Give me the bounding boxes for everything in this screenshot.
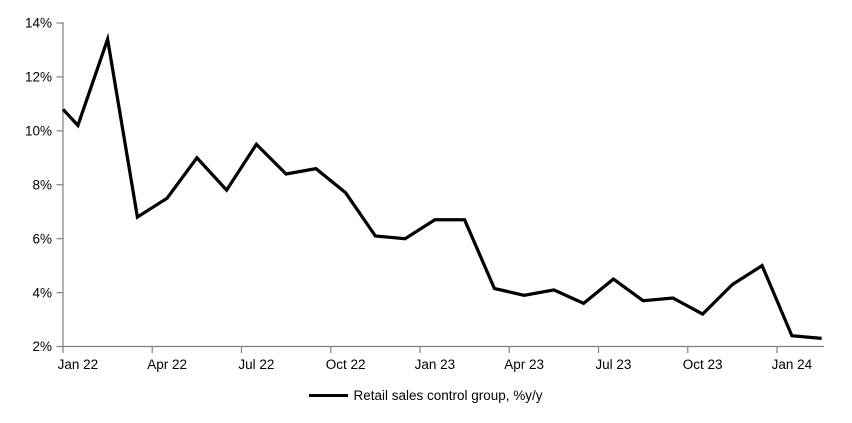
x-tick-label: Jul 22 bbox=[238, 357, 274, 372]
y-tick-label: 12% bbox=[25, 70, 52, 85]
y-tick-label: 14% bbox=[25, 16, 52, 31]
y-tick-label: 4% bbox=[32, 285, 52, 300]
x-tick-label: Jul 23 bbox=[595, 357, 631, 372]
x-tick-label: Jan 22 bbox=[58, 357, 99, 372]
x-tick-label: Apr 22 bbox=[147, 357, 187, 372]
x-tick-label: Apr 23 bbox=[504, 357, 544, 372]
x-tick-label: Jan 24 bbox=[772, 357, 813, 372]
x-tick-label: Jan 23 bbox=[415, 357, 456, 372]
series-line bbox=[61, 32, 822, 341]
x-tick-label: Oct 23 bbox=[683, 357, 723, 372]
legend-label: Retail sales control group, %y/y bbox=[353, 387, 543, 403]
legend-line-sample bbox=[309, 393, 349, 397]
legend: Retail sales control group, %y/y bbox=[0, 386, 852, 404]
y-tick-label: 10% bbox=[25, 124, 52, 139]
y-tick-label: 2% bbox=[32, 339, 52, 354]
y-tick-label: 6% bbox=[32, 231, 52, 246]
x-tick-label: Oct 22 bbox=[326, 357, 366, 372]
y-tick-label: 8% bbox=[32, 177, 52, 192]
